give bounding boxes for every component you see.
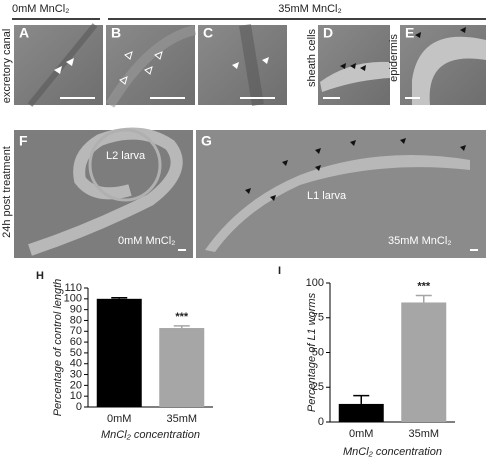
panel-d: D sheath cells [306, 25, 390, 105]
x-tick-label: 35mM [408, 428, 439, 440]
row-label: excretory canal [1, 29, 13, 104]
x-axis-label: MnCl₂ concentration [343, 446, 442, 458]
y-tick-label: 75 [312, 312, 324, 324]
y-tick-label: 10 [70, 390, 82, 402]
panel-label: A [19, 25, 29, 41]
x-tick-label: 0mM [349, 428, 373, 440]
bar [159, 328, 205, 407]
y-tick-label: 100 [306, 277, 324, 289]
panel-label: C [203, 25, 213, 41]
panel-condition: 35mM MnCl₂ [388, 235, 452, 247]
panel-condition: 0mM MnCl₂ [118, 235, 175, 247]
bar [96, 298, 142, 407]
x-tick-label: 35mM [166, 413, 197, 425]
panel-label: F [19, 133, 28, 149]
panel-label: D [323, 25, 333, 41]
y-tick-label: 50 [70, 347, 82, 359]
y-tick-label: 70 [70, 325, 82, 337]
y-tick-label: 20 [70, 379, 82, 391]
x-axis-label: MnCl₂ concentration [101, 429, 200, 441]
y-tick-label: 110 [64, 282, 82, 294]
panel-c: C [198, 24, 287, 106]
panel-label: H [36, 270, 44, 282]
significance: *** [175, 311, 189, 323]
header-right: 35mM MnCl₂ [278, 3, 342, 15]
bar [401, 302, 447, 422]
panel-caption: L1 larva [307, 190, 347, 202]
y-tick-label: 50 [312, 346, 324, 358]
panel-caption: L2 larva [106, 150, 146, 162]
panel-caption: sheath cells [306, 28, 318, 87]
panel-caption: epidermis [388, 34, 400, 82]
y-tick-label: 0 [76, 401, 82, 413]
panel-label: G [201, 133, 212, 149]
panel-f: F L2 larva 0mM MnCl₂ [14, 127, 193, 258]
panel-b: B [105, 25, 197, 108]
panel-a: A [14, 23, 103, 107]
panel-label: E [405, 25, 414, 41]
y-tick-label: 60 [70, 336, 82, 348]
panel-e: E epidermis [388, 25, 486, 105]
y-axis-label: Percentage of control length [52, 279, 64, 417]
panel-g: G L1 larva 35mM MnCl₂ [196, 130, 486, 258]
significance: *** [417, 280, 431, 292]
y-tick-label: 25 [312, 381, 324, 393]
y-tick-label: 80 [70, 314, 82, 326]
y-axis-label: Percentage of L1 worms [306, 292, 318, 412]
header-left: 0mM MnCl₂ [12, 3, 69, 15]
y-tick-label: 30 [70, 368, 82, 380]
y-tick-label: 0 [318, 416, 324, 428]
bar [338, 403, 384, 422]
panel-label: B [111, 25, 121, 41]
y-tick-label: 100 [64, 293, 82, 305]
panel-label: I [278, 265, 281, 277]
y-tick-label: 90 [70, 304, 82, 316]
row-label: 24h post treatment [1, 146, 13, 238]
y-tick-label: 40 [70, 358, 82, 370]
x-tick-label: 0mM [107, 413, 131, 425]
